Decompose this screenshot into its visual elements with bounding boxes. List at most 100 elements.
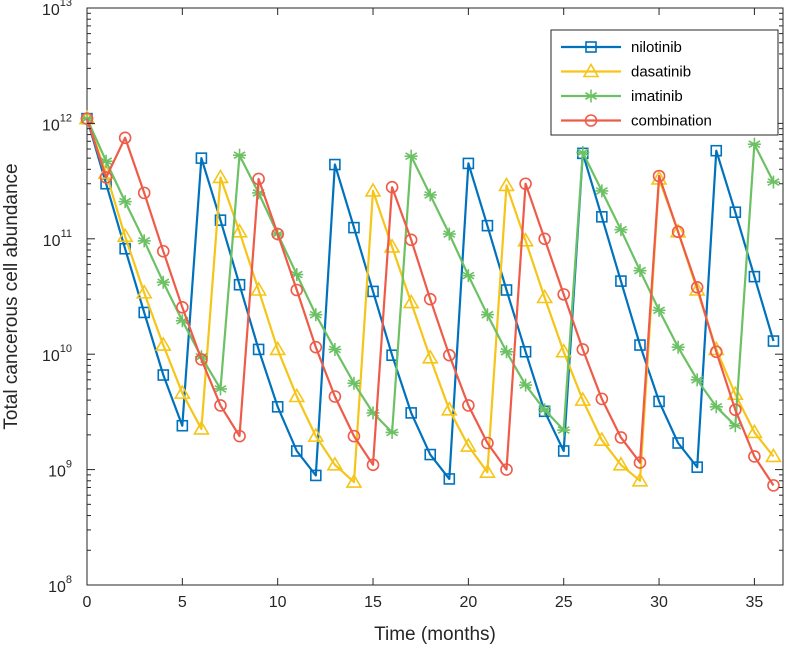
y-tick-exponent: 10 [60, 343, 72, 355]
data-point-nilotinib [271, 401, 284, 413]
data-point-nilotinib [348, 221, 360, 234]
data-point-nilotinib [710, 144, 723, 157]
data-point-combination [729, 403, 742, 417]
data-point-combination [347, 429, 361, 443]
data-point-nilotinib [157, 369, 170, 381]
legend-label: imatinib [631, 88, 683, 105]
data-point-combination [748, 450, 761, 463]
data-point-combination [690, 280, 704, 294]
data-point-combination [652, 169, 666, 183]
data-point-dasatinib [116, 227, 134, 243]
x-tick-label: 10 [269, 594, 287, 611]
data-point-combination [404, 233, 418, 247]
data-point-combination [137, 186, 151, 200]
data-point-nilotinib [691, 461, 703, 473]
data-point-dasatinib [612, 456, 630, 471]
data-point-combination [481, 436, 494, 450]
legend-label: combination [631, 113, 712, 130]
data-point-nilotinib [290, 445, 303, 457]
data-point-combination [252, 172, 265, 186]
data-point-imatinib [595, 184, 609, 198]
data-point-combination [614, 431, 628, 444]
data-point-nilotinib [557, 445, 570, 457]
data-point-combination [462, 399, 475, 412]
data-point-imatinib [328, 342, 342, 356]
data-point-dasatinib [726, 385, 744, 401]
data-point-imatinib [480, 308, 494, 322]
legend-item-nilotinib: nilotinib [561, 39, 682, 56]
data-point-nilotinib [252, 343, 265, 356]
data-point-dasatinib [498, 176, 515, 192]
data-point-nilotinib [767, 335, 780, 347]
data-point-combination [309, 340, 323, 354]
legend-marker-combination [584, 114, 598, 127]
y-tick-label: 1013 [42, 0, 72, 19]
data-point-imatinib [652, 303, 666, 317]
data-point-imatinib [709, 400, 723, 414]
data-point-nilotinib [634, 339, 646, 351]
data-point-combination [633, 456, 647, 469]
data-point-combination [176, 300, 189, 314]
data-point-nilotinib [214, 214, 227, 226]
data-point-dasatinib [326, 456, 344, 471]
data-point-imatinib [385, 425, 399, 439]
data-point-dasatinib [288, 387, 306, 403]
data-point-dasatinib [536, 288, 554, 304]
data-point-combination [233, 429, 246, 443]
data-point-dasatinib [459, 437, 477, 452]
data-point-dasatinib [765, 447, 782, 463]
data-point-nilotinib [310, 469, 322, 482]
data-point-nilotinib [729, 206, 742, 219]
data-point-combination [99, 171, 113, 184]
data-point-nilotinib [615, 275, 627, 287]
data-point-imatinib [423, 188, 437, 202]
data-point-nilotinib [462, 157, 475, 170]
y-tick-label: 1012 [42, 112, 72, 134]
data-point-nilotinib [176, 419, 189, 432]
y-tick-exponent: 8 [66, 574, 72, 586]
x-tick-label: 30 [650, 594, 668, 611]
data-point-nilotinib [596, 211, 608, 223]
y-axis-title: Total cancerous cell abundance [1, 163, 22, 429]
data-point-imatinib [671, 340, 685, 354]
data-point-combination [214, 399, 227, 412]
axes-box [86, 7, 784, 586]
data-point-imatinib [538, 403, 552, 417]
data-point-combination [328, 390, 342, 403]
data-point-dasatinib [593, 431, 611, 446]
data-point-combination [595, 392, 609, 406]
data-point-combination [290, 283, 304, 297]
data-point-combination [500, 463, 513, 476]
plot-area [86, 7, 784, 586]
x-tick-label: 20 [459, 594, 477, 611]
data-point-imatinib [442, 227, 456, 241]
data-point-nilotinib [519, 345, 532, 358]
x-tick-label: 5 [178, 594, 187, 611]
data-point-imatinib [633, 264, 647, 278]
data-point-imatinib [557, 423, 571, 437]
series-combination [80, 112, 780, 492]
y-tick-exponent: 9 [66, 459, 72, 471]
data-point-dasatinib [688, 281, 706, 296]
data-point-dasatinib [307, 427, 325, 442]
x-tick-label: 0 [83, 594, 92, 611]
data-point-nilotinib [481, 219, 494, 232]
data-point-dasatinib [574, 391, 592, 406]
data-point-imatinib [137, 234, 151, 248]
data-point-combination [271, 227, 284, 241]
legend-marker-nilotinib [585, 41, 597, 53]
data-point-imatinib [347, 376, 361, 390]
series-line-nilotinib [85, 118, 775, 480]
data-point-imatinib [519, 378, 533, 392]
data-point-imatinib [156, 275, 170, 289]
data-point-combination [385, 180, 399, 194]
y-tick-base: 10 [42, 2, 60, 19]
data-point-dasatinib [479, 463, 496, 478]
legend: nilotinib dasatinib imatinib combination [550, 29, 779, 136]
data-point-combination [538, 232, 551, 246]
y-tick-exponent: 11 [61, 228, 72, 240]
data-point-combination [576, 343, 590, 356]
legend-marker-dasatinib [582, 62, 600, 78]
legend-marker-imatinib [584, 89, 598, 103]
